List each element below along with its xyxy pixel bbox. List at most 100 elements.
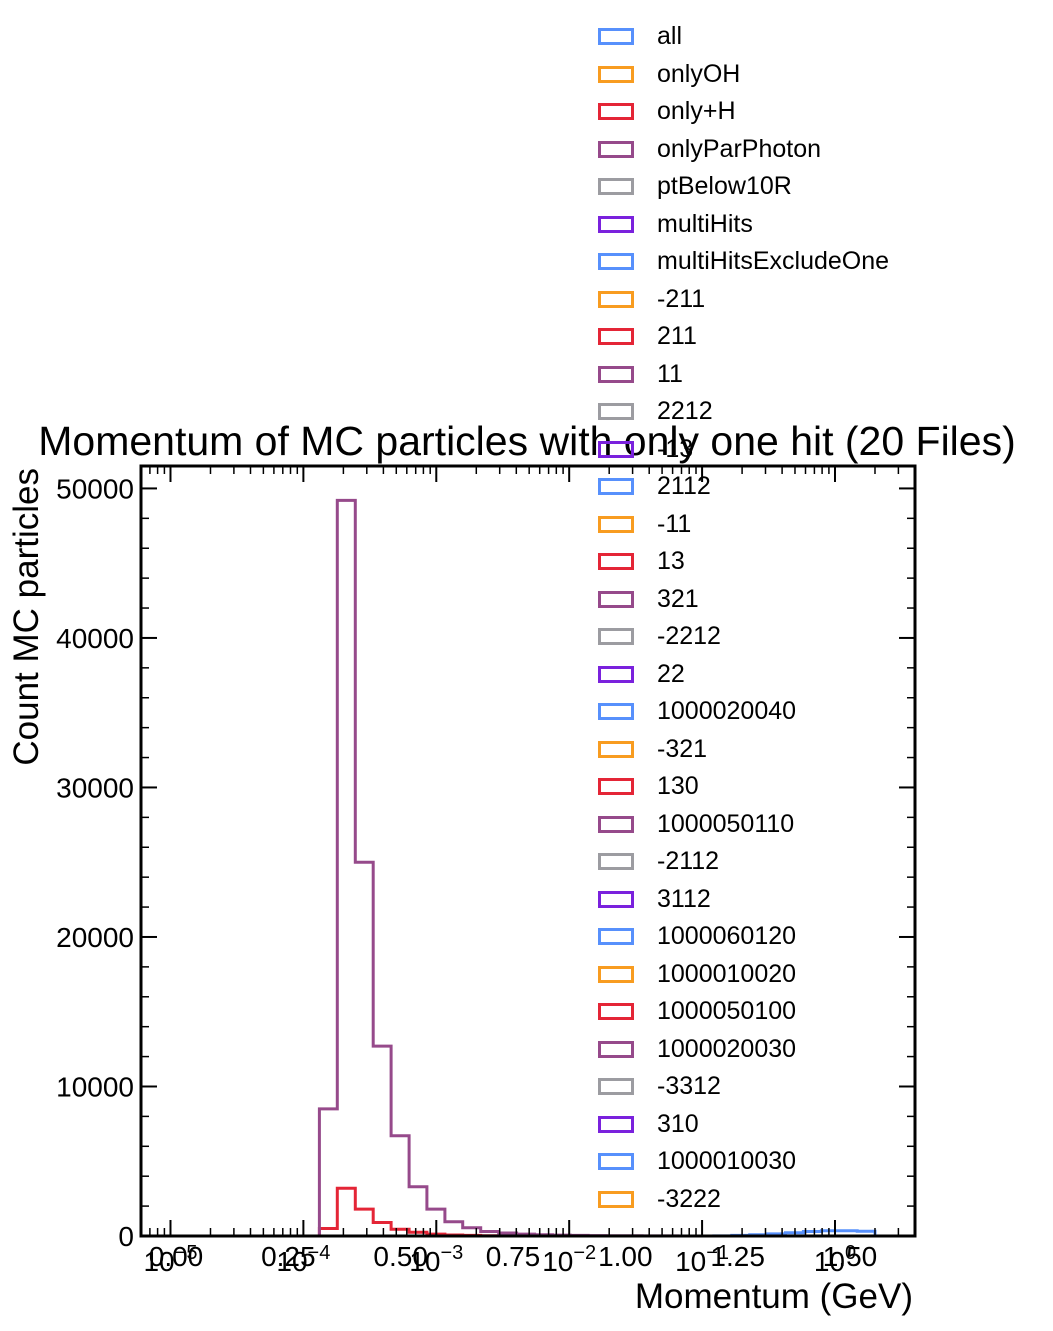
y-tick-label: 30000 <box>56 772 134 803</box>
legend-label: 11 <box>657 359 683 388</box>
legend-swatch <box>598 740 634 758</box>
legend-item: onlyParPhoton <box>598 131 821 168</box>
legend-label: -211 <box>657 284 706 313</box>
legend-item: 321 <box>598 581 699 618</box>
x-linear-tick-label: 0.00 <box>149 1241 204 1272</box>
legend-label: multiHits <box>657 209 753 238</box>
legend-item: -3222 <box>598 1181 721 1218</box>
legend-swatch <box>598 253 634 270</box>
legend-label: only+H <box>657 97 736 125</box>
legend-swatch <box>598 28 634 45</box>
legend-label: -3312 <box>657 1072 721 1100</box>
legend-swatch <box>598 478 634 495</box>
legend-label: -3222 <box>657 1184 721 1213</box>
legend-item: multiHitsExcludeOne <box>598 243 889 280</box>
x-axis-label: Momentum (GeV) <box>635 1277 913 1316</box>
legend-swatch <box>598 778 634 795</box>
legend-item: 1000060120 <box>598 918 796 955</box>
legend-label: -2112 <box>657 847 720 875</box>
y-tick-label: 50000 <box>56 473 134 504</box>
legend-label: 130 <box>657 772 699 800</box>
x-linear-tick-label: 0.25 <box>261 1241 316 1272</box>
legend-swatch <box>598 290 634 308</box>
plot-frame <box>139 464 917 1238</box>
legend-item: -11 <box>598 506 691 543</box>
legend-item: -211 <box>598 281 705 318</box>
chart-title: Momentum of MC particles with only one h… <box>38 418 1016 464</box>
legend-item: 130 <box>598 768 699 805</box>
legend-swatch <box>598 365 634 383</box>
legend-label: 310 <box>657 1109 699 1138</box>
histogram-series-2 <box>229 1186 875 1238</box>
legend-item: -2212 <box>598 618 721 655</box>
x-linear-tick-label: 1.25 <box>710 1241 765 1272</box>
legend-swatch <box>598 1153 634 1170</box>
legend-label: 211 <box>657 322 697 350</box>
legend-swatch <box>598 1003 634 1020</box>
legend-swatch <box>598 440 634 458</box>
legend-item: multiHits <box>598 206 753 243</box>
legend-item: only+H <box>598 93 736 130</box>
legend-label: all <box>657 22 683 50</box>
legend-swatch <box>598 1078 634 1095</box>
legend-item: -13 <box>598 431 693 468</box>
x-linear-tick-label: 0.75 <box>486 1241 541 1272</box>
legend-item: 310 <box>598 1106 699 1143</box>
legend-label: onlyOH <box>657 59 741 88</box>
legend-swatch <box>598 590 634 608</box>
legend-item: 2212 <box>598 393 713 430</box>
legend-item: -3312 <box>598 1068 721 1105</box>
legend-swatch <box>598 853 634 870</box>
legend-label: 1000020040 <box>657 697 797 725</box>
legend-label: 13 <box>657 547 685 575</box>
legend-label: -2212 <box>657 622 721 650</box>
legend-item: 1000010030 <box>598 1143 796 1180</box>
legend-label: 1000010030 <box>657 1147 797 1175</box>
legend-label: -321 <box>657 734 708 763</box>
legend-label: 2112 <box>657 472 711 500</box>
x-log-tick-label: 10−5 <box>143 1242 197 1277</box>
histogram-series-3 <box>229 498 875 1238</box>
legend-item: 22 <box>598 656 685 693</box>
legend-label: onlyParPhoton <box>657 134 822 163</box>
legend-swatch <box>598 928 634 945</box>
legend-swatch <box>598 1190 634 1208</box>
y-tick-label: 40000 <box>56 623 134 654</box>
legend-label: 1000020030 <box>657 1034 797 1063</box>
legend-item: 1000050110 <box>598 806 794 843</box>
legend-item: 3112 <box>598 881 711 918</box>
y-tick-label: 0 <box>118 1221 134 1252</box>
legend-label: -11 <box>657 509 692 538</box>
legend-item: 2112 <box>598 468 711 505</box>
legend-swatch <box>598 403 634 420</box>
legend-item: onlyOH <box>598 56 740 93</box>
legend-swatch <box>598 553 634 570</box>
y-tick-label: 10000 <box>56 1071 134 1102</box>
legend-item: all <box>598 18 682 55</box>
legend-label: 1000050100 <box>657 997 797 1025</box>
legend-label: 1000060120 <box>657 922 797 950</box>
legend-label: 2212 <box>657 397 713 425</box>
legend-swatch <box>598 328 634 345</box>
legend-swatch <box>598 890 634 908</box>
legend-swatch <box>598 965 634 983</box>
legend-label: 22 <box>657 659 685 688</box>
legend-item: -321 <box>598 731 707 768</box>
legend-item: 11 <box>598 356 683 393</box>
legend-label: 3112 <box>657 884 711 913</box>
legend-label: ptBelow10R <box>657 172 792 200</box>
legend-swatch <box>598 665 634 683</box>
y-tick-label: 20000 <box>56 922 134 953</box>
legend-item: -2112 <box>598 843 719 880</box>
legend-label: multiHitsExcludeOne <box>657 247 890 275</box>
legend-swatch <box>598 140 634 158</box>
legend-swatch <box>598 103 634 120</box>
legend-label: 321 <box>657 584 699 613</box>
x-linear-tick-label: 1.50 <box>823 1241 878 1272</box>
legend-item: 1000050100 <box>598 993 796 1030</box>
legend-swatch <box>598 1040 634 1058</box>
legend-label: 1000050110 <box>657 809 795 838</box>
legend-swatch <box>598 815 634 833</box>
legend-swatch <box>598 178 634 195</box>
